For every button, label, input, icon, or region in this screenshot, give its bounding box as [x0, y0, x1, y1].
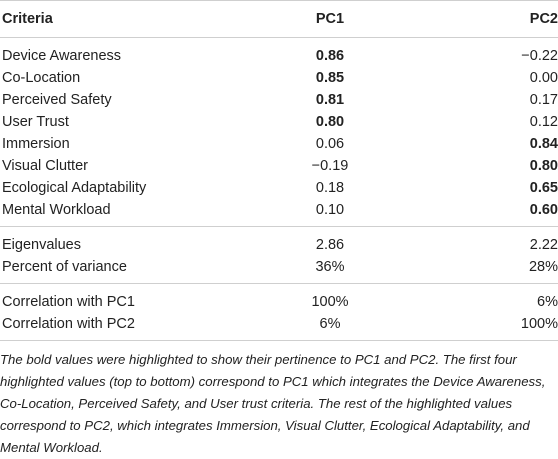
pc2-cell: 0.12	[529, 114, 558, 130]
pc2-cell: 0.60	[529, 202, 558, 218]
table-row: Device Awareness 0.86 −0.22	[0, 38, 558, 68]
criteria-cell: User Trust	[2, 114, 69, 130]
pc1-cell: 0.10	[315, 202, 345, 218]
pc2-cell: 0.00	[529, 70, 558, 86]
criteria-cell: Device Awareness	[2, 48, 122, 64]
criteria-cell: Eigenvalues	[2, 237, 81, 253]
pc2-cell: −0.22	[521, 48, 558, 64]
pc1-cell: 36%	[315, 259, 345, 275]
table-row: Co-Location 0.85 0.00	[0, 67, 558, 89]
pc1-cell: 6%	[319, 316, 341, 332]
pc2-cell: 0.80	[529, 158, 558, 174]
table-row: Percent of variance 36% 28%	[0, 256, 558, 284]
table-footnote: The bold values were highlighted to show…	[0, 352, 546, 455]
criteria-cell: Correlation with PC2	[2, 316, 135, 332]
pc1-cell: 0.18	[315, 180, 345, 196]
criteria-cell: Co-Location	[2, 70, 81, 86]
criteria-cell: Perceived Safety	[2, 92, 112, 108]
table-row: Perceived Safety 0.81 0.17	[0, 89, 558, 111]
pc2-cell: 28%	[528, 259, 558, 275]
pc1-cell: 2.86	[315, 237, 345, 253]
pc2-cell: 0.17	[529, 92, 558, 108]
loadings-group: Device Awareness 0.86 −0.22 Co-Location …	[0, 38, 558, 227]
table-row: Mental Workload 0.10 0.60	[0, 199, 558, 227]
pc2-cell: 0.65	[529, 180, 558, 196]
table-row: Correlation with PC1 100% 6%	[0, 284, 558, 314]
table-row: Eigenvalues 2.86 2.22	[0, 227, 558, 257]
pc2-cell: 6%	[537, 294, 558, 310]
criteria-cell: Correlation with PC1	[2, 294, 135, 310]
pca-loadings-table: Criteria PC1 PC2 Device Awareness 0.86 −…	[0, 0, 558, 341]
correlation-group: Correlation with PC1 100% 6% Correlation…	[0, 284, 558, 341]
table-row: Immersion 0.06 0.84	[0, 133, 558, 155]
pc2-cell: 0.84	[529, 136, 558, 152]
header-pc1: PC1	[315, 11, 345, 27]
criteria-cell: Ecological Adaptability	[2, 180, 147, 196]
table-row: Ecological Adaptability 0.18 0.65	[0, 177, 558, 199]
pc1-cell: 0.06	[315, 136, 345, 152]
table-header: Criteria PC1 PC2	[0, 0, 558, 38]
criteria-cell: Visual Clutter	[2, 158, 88, 174]
criteria-cell: Mental Workload	[2, 202, 111, 218]
pc1-cell: −0.19	[311, 158, 349, 174]
table-row: Correlation with PC2 6% 100%	[0, 313, 558, 341]
criteria-cell: Percent of variance	[2, 259, 127, 275]
header-criteria: Criteria	[2, 11, 53, 27]
header-pc2: PC2	[529, 11, 558, 27]
pc1-cell: 100%	[311, 294, 349, 310]
pc1-cell: 0.81	[315, 92, 345, 108]
table-row: Visual Clutter −0.19 0.80	[0, 155, 558, 177]
table-row: User Trust 0.80 0.12	[0, 111, 558, 133]
pc2-cell: 100%	[520, 316, 558, 332]
eigen-group: Eigenvalues 2.86 2.22 Percent of varianc…	[0, 227, 558, 284]
pc1-cell: 0.80	[315, 114, 345, 130]
header-row: Criteria PC1 PC2	[0, 0, 558, 38]
criteria-cell: Immersion	[2, 136, 70, 152]
pc2-cell: 2.22	[529, 237, 558, 253]
pc1-cell: 0.85	[315, 70, 345, 86]
pc1-cell: 0.86	[315, 48, 345, 64]
